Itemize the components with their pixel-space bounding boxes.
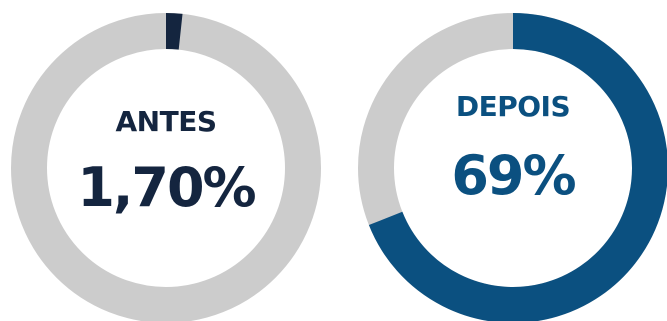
donut-depois: DEPOIS 69% [358,13,667,321]
donut-depois-title: DEPOIS [456,90,570,123]
donut-depois-value-arc [368,13,667,321]
donut-antes-value: 1,70% [77,156,255,219]
donut-antes-value-arc [165,12,183,50]
donut-depois-value: 69% [451,144,575,207]
donut-antes: ANTES 1,70% [11,12,321,321]
donut-antes-title: ANTES [116,105,217,138]
